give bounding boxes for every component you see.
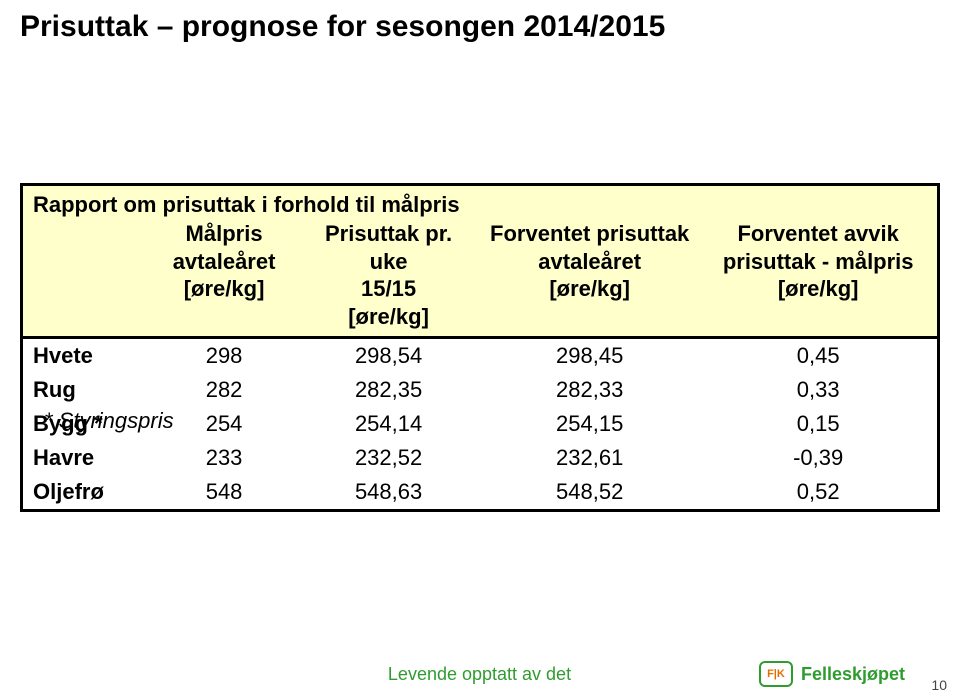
row-value: -0,39 [699, 441, 937, 475]
row-label: Hvete [23, 339, 151, 373]
row-value: 548,63 [297, 475, 480, 509]
row-label: Oljefrø [23, 475, 151, 509]
logo-text: Felleskjøpet [801, 664, 905, 685]
page-number: 10 [931, 677, 947, 693]
row-label: Rug [23, 373, 151, 407]
row-value: 233 [151, 441, 297, 475]
row-value: 0,33 [699, 373, 937, 407]
col-header-forventet-prisuttak: Forventet prisuttak avtaleåret [øre/kg] [480, 220, 699, 336]
logo-badge-icon: F|K [759, 661, 793, 687]
col-header-prisuttak: Prisuttak pr. uke 15/15 [øre/kg] [297, 220, 480, 336]
row-value: 232,61 [480, 441, 699, 475]
table-row: Rug282282,35282,330,33 [23, 373, 937, 407]
row-value: 232,52 [297, 441, 480, 475]
col-header-empty [23, 220, 151, 336]
row-value: 254,15 [480, 407, 699, 441]
column-header-row: Målpris avtaleåret [øre/kg] Prisuttak pr… [23, 220, 937, 336]
row-value: 298 [151, 339, 297, 373]
footnote: * Styringspris [20, 406, 174, 434]
row-value: 298,54 [297, 339, 480, 373]
row-value: 0,15 [699, 407, 937, 441]
report-header-text: Rapport om prisuttak i forhold til målpr… [23, 186, 937, 220]
table-row: Hvete298298,54298,450,45 [23, 339, 937, 373]
footer-slogan: Levende opptatt av det [388, 664, 571, 685]
row-value: 282,33 [480, 373, 699, 407]
row-value: 0,52 [699, 475, 937, 509]
row-label: Havre [23, 441, 151, 475]
logo-group: F|K Felleskjøpet [759, 661, 905, 687]
row-value: 548 [151, 475, 297, 509]
table-row: Oljefrø548548,63548,520,52 [23, 475, 937, 509]
report-header-row: Rapport om prisuttak i forhold til målpr… [23, 186, 937, 220]
price-table: Rapport om prisuttak i forhold til målpr… [20, 183, 940, 512]
row-value: 282 [151, 373, 297, 407]
row-value: 254,14 [297, 407, 480, 441]
row-value: 548,52 [480, 475, 699, 509]
page-title: Prisuttak – prognose for sesongen 2014/2… [20, 10, 665, 44]
footer: Levende opptatt av det F|K Felleskjøpet … [0, 649, 959, 691]
row-value: 298,45 [480, 339, 699, 373]
col-header-forventet-avvik: Forventet avvik prisuttak - målpris [øre… [699, 220, 937, 336]
col-header-malpris: Målpris avtaleåret [øre/kg] [151, 220, 297, 336]
table-header: Rapport om prisuttak i forhold til målpr… [23, 186, 937, 339]
row-value: 282,35 [297, 373, 480, 407]
row-value: 0,45 [699, 339, 937, 373]
table-row: Havre233232,52232,61-0,39 [23, 441, 937, 475]
